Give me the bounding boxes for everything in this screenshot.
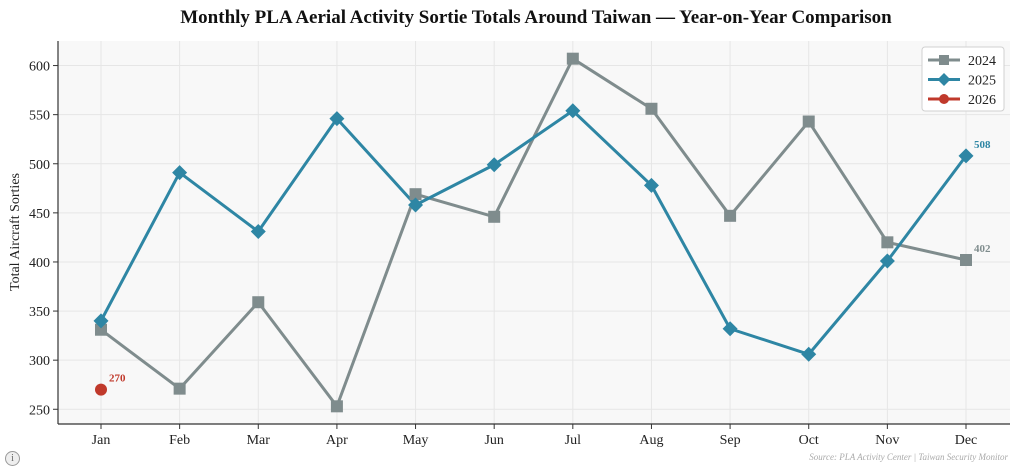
x-tick-label: Aug [639, 433, 663, 448]
series-markers [93, 52, 974, 413]
marker-2025-Jan [93, 313, 109, 329]
marker-2024-Oct [802, 115, 815, 128]
y-ticks: 250 300 350 400 450 500 550 600 [29, 60, 58, 418]
marker-2024-Jun [488, 210, 501, 223]
legend-marker-diamond-icon [937, 73, 951, 86]
legend-label: 2026 [968, 93, 996, 108]
series-lines [99, 57, 968, 408]
data-label-2026: 270 [109, 373, 126, 385]
marker-2025-May [408, 197, 424, 213]
marker-2024-Dec [960, 253, 972, 266]
legend-item-2026: 2026 [928, 93, 996, 108]
marker-2025-Jun [486, 157, 502, 173]
marker-2024-Apr [330, 400, 343, 413]
marker-2026-Jan [95, 383, 107, 396]
y-tick-label: 400 [29, 256, 50, 271]
legend-label: 2025 [968, 74, 996, 89]
marker-2024-Sep [724, 209, 737, 222]
x-tick-label: May [403, 433, 429, 448]
marker-2025-Oct [801, 346, 817, 362]
x-tick-label: Jan [92, 433, 111, 448]
chart-title: Monthly PLA Aerial Activity Sortie Total… [180, 7, 892, 28]
y-axis-label: Total Aircraft Sorties [8, 173, 23, 291]
y-tick-label: 300 [29, 354, 50, 369]
data-labels: 402 508 270 [109, 139, 991, 385]
legend-label: 2024 [968, 54, 996, 69]
x-tick-label: Feb [169, 433, 190, 448]
marker-2025-Feb [172, 165, 188, 181]
marker-2025-Aug [643, 177, 659, 193]
series-line-2025 [99, 109, 968, 356]
marker-2025-Nov [879, 253, 895, 269]
y-tick-label: 350 [29, 305, 50, 320]
marker-2024-Mar [252, 296, 265, 309]
x-tick-label: Mar [247, 433, 271, 448]
y-tick-label: 250 [29, 403, 50, 418]
y-tick-label: 550 [29, 109, 50, 124]
data-label-2024: 402 [974, 243, 991, 255]
marker-2025-Sep [722, 321, 738, 337]
legend-item-2024: 2024 [928, 54, 996, 69]
y-tick-label: 500 [29, 158, 50, 173]
marker-2025-Mar [250, 224, 266, 240]
marker-2025-Apr [329, 111, 345, 127]
marker-2025-Jul [565, 103, 581, 119]
legend-item-2025: 2025 [928, 73, 996, 89]
marker-2024-Jan [95, 323, 107, 336]
x-ticks: Jan Feb Mar Apr May Jun Jul Aug Sep Oct Nov Dec [92, 424, 978, 448]
x-tick-label: Sep [720, 433, 741, 448]
marker-2024-May [409, 188, 422, 201]
marker-2024-Feb [173, 382, 186, 395]
x-tick-label: Oct [799, 433, 819, 448]
y-tick-label: 450 [29, 207, 50, 222]
source-note: Source: PLA Activity Center | Taiwan Sec… [809, 452, 1008, 462]
marker-2025-Dec [958, 148, 974, 164]
data-label-2025: 508 [974, 139, 991, 151]
x-tick-label: Jul [565, 433, 581, 448]
x-tick-label: Apr [326, 433, 348, 448]
legend-marker-circle-icon [939, 94, 949, 104]
marker-2024-Aug [645, 102, 658, 115]
x-tick-label: Jun [484, 433, 503, 448]
legend-marker-square-icon [939, 55, 949, 65]
marker-2024-Jul [566, 52, 579, 65]
legend: 2024 2025 2026 [921, 46, 1005, 112]
x-tick-label: Dec [955, 433, 978, 448]
y-tick-label: 600 [29, 60, 50, 75]
marker-2024-Nov [881, 236, 894, 249]
info-button[interactable]: i [5, 451, 20, 466]
x-tick-label: Nov [875, 433, 899, 448]
